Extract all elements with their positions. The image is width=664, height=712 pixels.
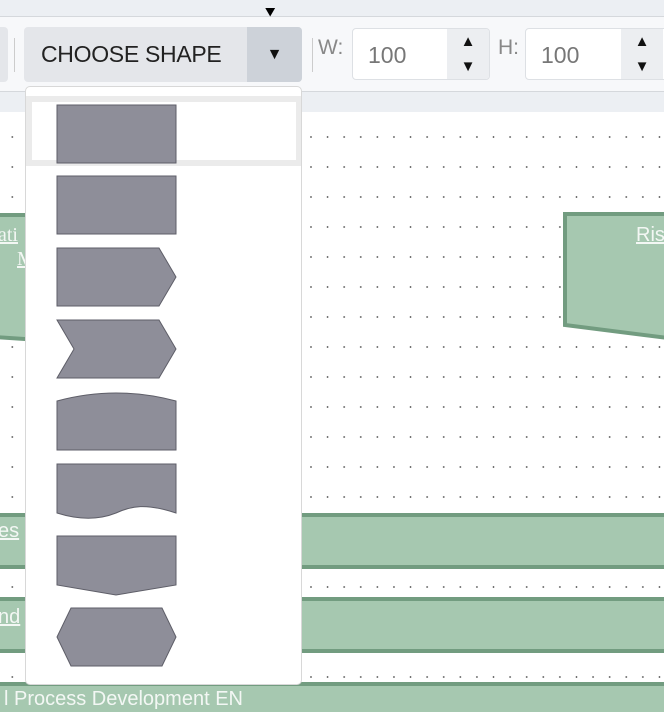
mouse-cursor-icon: ⯆ bbox=[263, 3, 278, 23]
shape-option-curved-top[interactable] bbox=[32, 391, 296, 457]
shape-menu bbox=[25, 86, 302, 685]
right-shape-label[interactable]: Ris bbox=[636, 224, 664, 246]
left-shape-label[interactable]: ati bbox=[0, 224, 18, 246]
top-band bbox=[0, 0, 664, 17]
width-value[interactable]: 100 bbox=[368, 42, 407, 68]
shape-option-chevron[interactable] bbox=[32, 319, 296, 385]
decrement-icon[interactable]: ▼ bbox=[634, 58, 650, 75]
toolbar-divider bbox=[14, 38, 15, 72]
choose-shape-label: CHOOSE SHAPE bbox=[41, 41, 222, 67]
shape-option-rectangle[interactable] bbox=[32, 175, 296, 241]
width-stepper[interactable]: ▲ ▼ bbox=[447, 29, 489, 79]
width-input[interactable]: 100 ▲ ▼ bbox=[352, 28, 490, 80]
height-label: H: bbox=[498, 36, 519, 59]
band-label[interactable]: l Process Development EN bbox=[4, 688, 243, 710]
shape-option-hexagon[interactable] bbox=[32, 607, 296, 673]
increment-icon[interactable]: ▲ bbox=[460, 33, 476, 50]
decrement-icon[interactable]: ▼ bbox=[460, 58, 476, 75]
dropdown-arrow-icon[interactable]: ▼ bbox=[247, 27, 302, 82]
shape-option-rectangle-selected[interactable] bbox=[26, 96, 301, 166]
height-value[interactable]: 100 bbox=[541, 42, 580, 68]
height-input[interactable]: 100 ▲ ▼ bbox=[525, 28, 664, 80]
previous-toolbar-control[interactable] bbox=[0, 27, 8, 82]
choose-shape-dropdown[interactable]: CHOOSE SHAPE ▼ bbox=[24, 27, 302, 82]
shape-option-document[interactable] bbox=[32, 463, 296, 529]
height-stepper[interactable]: ▲ ▼ bbox=[621, 29, 663, 79]
band-label[interactable]: es bbox=[0, 520, 20, 542]
right-diagram-shape bbox=[563, 212, 664, 340]
band-label[interactable]: nd bbox=[0, 606, 21, 628]
width-label: W: bbox=[318, 36, 344, 59]
toolbar-divider bbox=[312, 38, 313, 72]
increment-icon[interactable]: ▲ bbox=[634, 33, 650, 50]
shape-option-pentagon-arrow[interactable] bbox=[32, 247, 296, 313]
shape-option-offpage-connector[interactable] bbox=[32, 535, 296, 601]
